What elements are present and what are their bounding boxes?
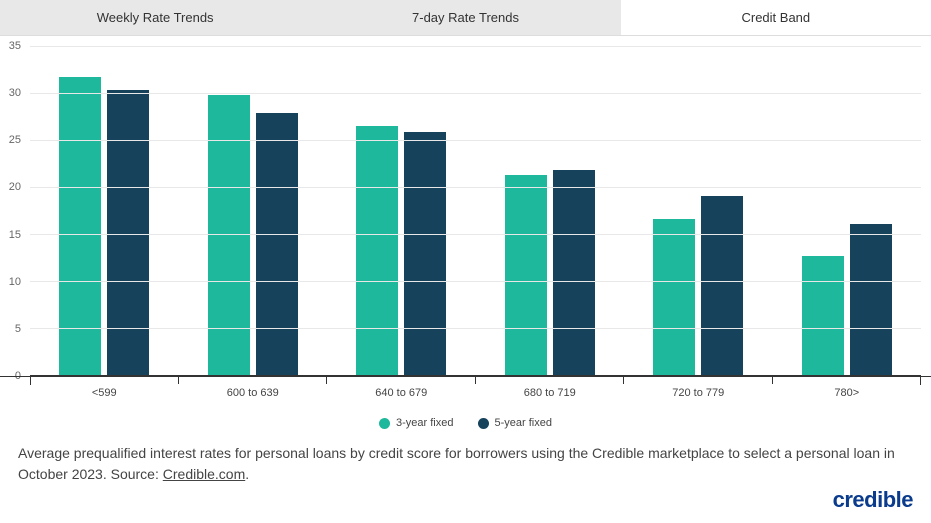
y-tick: 35 [9, 40, 21, 52]
y-axis: 05101520253035 [0, 46, 25, 376]
x-label: <599 [30, 377, 179, 399]
legend-item: 3-year fixed [379, 417, 453, 429]
x-label: 600 to 639 [179, 377, 328, 399]
tabs: Weekly Rate Trends7-day Rate TrendsCredi… [0, 0, 931, 36]
bar-group [773, 46, 922, 375]
x-label: 680 to 719 [476, 377, 625, 399]
legend-swatch [478, 418, 489, 429]
bar[interactable] [107, 90, 149, 375]
y-tick: 10 [9, 276, 21, 288]
x-label: 720 to 779 [624, 377, 773, 399]
bar-group [624, 46, 773, 375]
gridline [30, 234, 921, 235]
bar[interactable] [553, 170, 595, 375]
gridline [30, 281, 921, 282]
legend-swatch [379, 418, 390, 429]
bar[interactable] [701, 196, 743, 375]
bar[interactable] [256, 113, 298, 375]
gridline [30, 93, 921, 94]
chart-area: 05101520253035 [0, 36, 931, 376]
bar[interactable] [653, 219, 695, 375]
caption: Average prequalified interest rates for … [0, 443, 931, 485]
gridline [30, 46, 921, 47]
caption-text: Average prequalified interest rates for … [18, 445, 895, 482]
bar-group [327, 46, 476, 375]
tab-7-day-rate-trends[interactable]: 7-day Rate Trends [310, 0, 620, 35]
bar[interactable] [850, 224, 892, 375]
legend-label: 3-year fixed [396, 417, 453, 429]
bar-group [179, 46, 328, 375]
y-tick: 25 [9, 134, 21, 146]
legend-item: 5-year fixed [478, 417, 552, 429]
y-tick: 30 [9, 87, 21, 99]
bar[interactable] [59, 77, 101, 375]
bar[interactable] [404, 132, 446, 375]
tab-weekly-rate-trends[interactable]: Weekly Rate Trends [0, 0, 310, 35]
bar[interactable] [802, 256, 844, 375]
x-label: 780> [773, 377, 922, 399]
x-axis: <599600 to 639640 to 679680 to 719720 to… [0, 376, 931, 399]
gridline [30, 187, 921, 188]
y-tick: 20 [9, 181, 21, 193]
brand-logo: credible [833, 487, 913, 513]
legend: 3-year fixed 5-year fixed [0, 399, 931, 443]
bar[interactable] [356, 126, 398, 375]
x-label: 640 to 679 [327, 377, 476, 399]
bar-groups [30, 46, 921, 375]
gridline [30, 140, 921, 141]
y-tick: 15 [9, 229, 21, 241]
gridline [30, 328, 921, 329]
source-link[interactable]: Credible.com [163, 466, 245, 482]
y-tick: 5 [15, 323, 21, 335]
legend-label: 5-year fixed [495, 417, 552, 429]
plot-area [30, 46, 921, 376]
tab-credit-band[interactable]: Credit Band [621, 0, 931, 35]
bar-group [476, 46, 625, 375]
caption-suffix: . [245, 466, 249, 482]
bar[interactable] [505, 175, 547, 375]
bar-group [30, 46, 179, 375]
